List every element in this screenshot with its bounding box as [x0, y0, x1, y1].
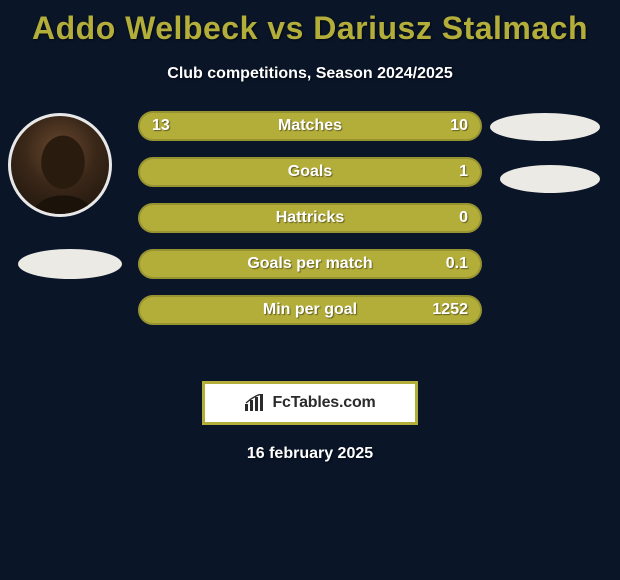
stat-right-value: 1252: [432, 295, 468, 325]
stat-right-value: 1: [459, 157, 468, 187]
stat-row-matches: 13 Matches 10: [138, 111, 482, 141]
stat-label: Goals: [138, 157, 482, 187]
stat-right-value: 0.1: [446, 249, 468, 279]
stat-label: Min per goal: [138, 295, 482, 325]
brand-badge: FcTables.com: [202, 381, 418, 425]
stat-row-goals: Goals 1: [138, 157, 482, 187]
comparison-title: Addo Welbeck vs Dariusz Stalmach: [0, 0, 620, 47]
snapshot-date: 16 february 2025: [0, 445, 620, 463]
brand-text: FcTables.com: [272, 394, 375, 412]
comparison-body: 13 Matches 10 Goals 1 Hattricks 0 Goals …: [0, 121, 620, 361]
player-left-club-pill: [18, 249, 122, 279]
stat-label: Matches: [138, 111, 482, 141]
player-left-avatar: [8, 113, 112, 217]
stat-right-value: 10: [450, 111, 468, 141]
player-right-club-pill-2: [500, 165, 600, 193]
comparison-subtitle: Club competitions, Season 2024/2025: [0, 65, 620, 83]
player-right-club-pill-1: [490, 113, 600, 141]
stat-right-value: 0: [459, 203, 468, 233]
bar-chart-icon: [244, 394, 266, 412]
stat-label: Goals per match: [138, 249, 482, 279]
stat-row-min-per-goal: Min per goal 1252: [138, 295, 482, 325]
stat-row-goals-per-match: Goals per match 0.1: [138, 249, 482, 279]
stat-bars: 13 Matches 10 Goals 1 Hattricks 0 Goals …: [138, 111, 482, 341]
stat-row-hattricks: Hattricks 0: [138, 203, 482, 233]
stat-label: Hattricks: [138, 203, 482, 233]
